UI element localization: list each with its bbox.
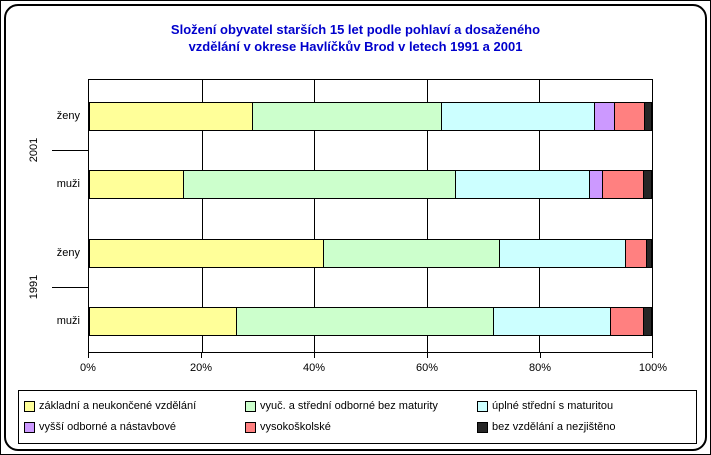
legend-swatch-zkladni: [24, 400, 35, 412]
legend-item-pln: úplné střední s maturitou: [477, 400, 696, 413]
bar-segment-vysokokolsk: [613, 102, 646, 131]
bar-segment-pln: [492, 307, 611, 336]
bar-2001-muzi: [89, 170, 652, 199]
x-axis-tick-60: [427, 353, 428, 358]
bar-segment-zkladni: [89, 307, 237, 336]
chart-title-line2: vzdělání v okrese Havlíčkův Brod v letec…: [188, 39, 523, 54]
bar-2001-zeny: [89, 102, 652, 131]
bar-segment-vysokokolsk: [624, 239, 648, 268]
legend-label: vyšší odborné a nástavbové: [39, 421, 176, 434]
legend-swatch-vysokokolsk: [245, 422, 256, 434]
category-label-1991-muzi: muži: [56, 314, 80, 327]
group-axis-tick-1991: [52, 287, 88, 288]
bar-1991-muzi: [89, 307, 652, 336]
group-label-2001: 2001: [28, 137, 40, 162]
legend-item-vyu: vyuč. a střední odborné bez maturity: [245, 400, 477, 413]
group-axis-tick-2001: [52, 150, 88, 151]
gridline-60: [426, 80, 428, 352]
x-axis-tick-40: [314, 353, 315, 358]
bar-segment-bez: [646, 239, 653, 268]
gridline-40: [314, 80, 316, 352]
category-label-2001-zeny: ženy: [56, 109, 80, 122]
legend-label: základní a neukončené vzdělání: [39, 399, 197, 412]
x-axis-label-40: 40%: [302, 362, 326, 374]
x-axis-label-20: 20%: [189, 362, 213, 374]
x-axis-label-60: 60%: [415, 362, 439, 374]
bar-segment-vyi: [588, 170, 604, 199]
chart-title-line1: Složení obyvatel starších 15 let podle p…: [170, 22, 541, 37]
bar-segment-pln: [454, 170, 590, 199]
legend-item-bez: bez vzdělání a nezjištěno: [477, 421, 696, 434]
bar-segment-vysokokolsk: [610, 307, 645, 336]
legend-swatch-bez: [477, 422, 488, 434]
x-axis-label-100: 100%: [638, 362, 668, 374]
bar-segment-vyu: [182, 170, 456, 199]
bar-segment-vysokokolsk: [602, 170, 644, 199]
x-axis-tick-80: [540, 353, 541, 358]
legend-label: úplné střední s maturitou: [492, 399, 614, 412]
legend-label: vysokoškolské: [260, 421, 331, 434]
bar-segment-pln: [499, 239, 626, 268]
x-axis-tick-0: [88, 353, 89, 358]
bar-segment-vyu: [235, 307, 494, 336]
bar-segment-vyu: [323, 239, 501, 268]
legend-swatch-vyu: [245, 400, 256, 412]
legend-label: bez vzdělání a nezjištěno: [492, 421, 616, 434]
bar-segment-zkladni: [89, 170, 184, 199]
bar-segment-bez: [642, 170, 652, 199]
gridline-20: [201, 80, 203, 352]
bar-segment-vyi: [593, 102, 615, 131]
bar-segment-zkladni: [89, 239, 325, 268]
bar-segment-pln: [441, 102, 595, 131]
legend: základní a neukončené vzdělání vyuč. a st…: [18, 390, 697, 444]
group-label-1991: 1991: [28, 274, 40, 299]
legend-item-zkladni: základní a neukončené vzdělání: [24, 400, 245, 413]
x-axis-label-0: 0%: [80, 362, 96, 374]
legend-swatch-vyi: [24, 422, 35, 434]
legend-item-vyi: vyšší odborné a nástavbové: [24, 421, 245, 434]
category-label-2001-muzi: muži: [56, 177, 80, 190]
x-axis-tick-100: [652, 353, 653, 358]
plot-area: [88, 79, 653, 353]
chart-title: Složení obyvatel starších 15 let podle p…: [0, 21, 711, 55]
bar-segment-vyu: [252, 102, 443, 131]
legend-swatch-pln: [477, 400, 488, 412]
legend-label: vyuč. a střední odborné bez maturity: [260, 399, 438, 412]
value-axis: 0% 20% 40% 60% 80% 100%: [80, 353, 667, 383]
category-label-1991-zeny: ženy: [56, 246, 80, 259]
bar-segment-bez: [644, 102, 652, 131]
bar-1991-zeny: [89, 239, 653, 268]
legend-item-vysokokolsk: vysokoškolské: [245, 421, 477, 434]
gridline-80: [539, 80, 541, 352]
x-axis-label-80: 80%: [528, 362, 552, 374]
bar-segment-bez: [643, 307, 652, 336]
bar-segment-zkladni: [89, 102, 254, 131]
x-axis-tick-20: [201, 353, 202, 358]
